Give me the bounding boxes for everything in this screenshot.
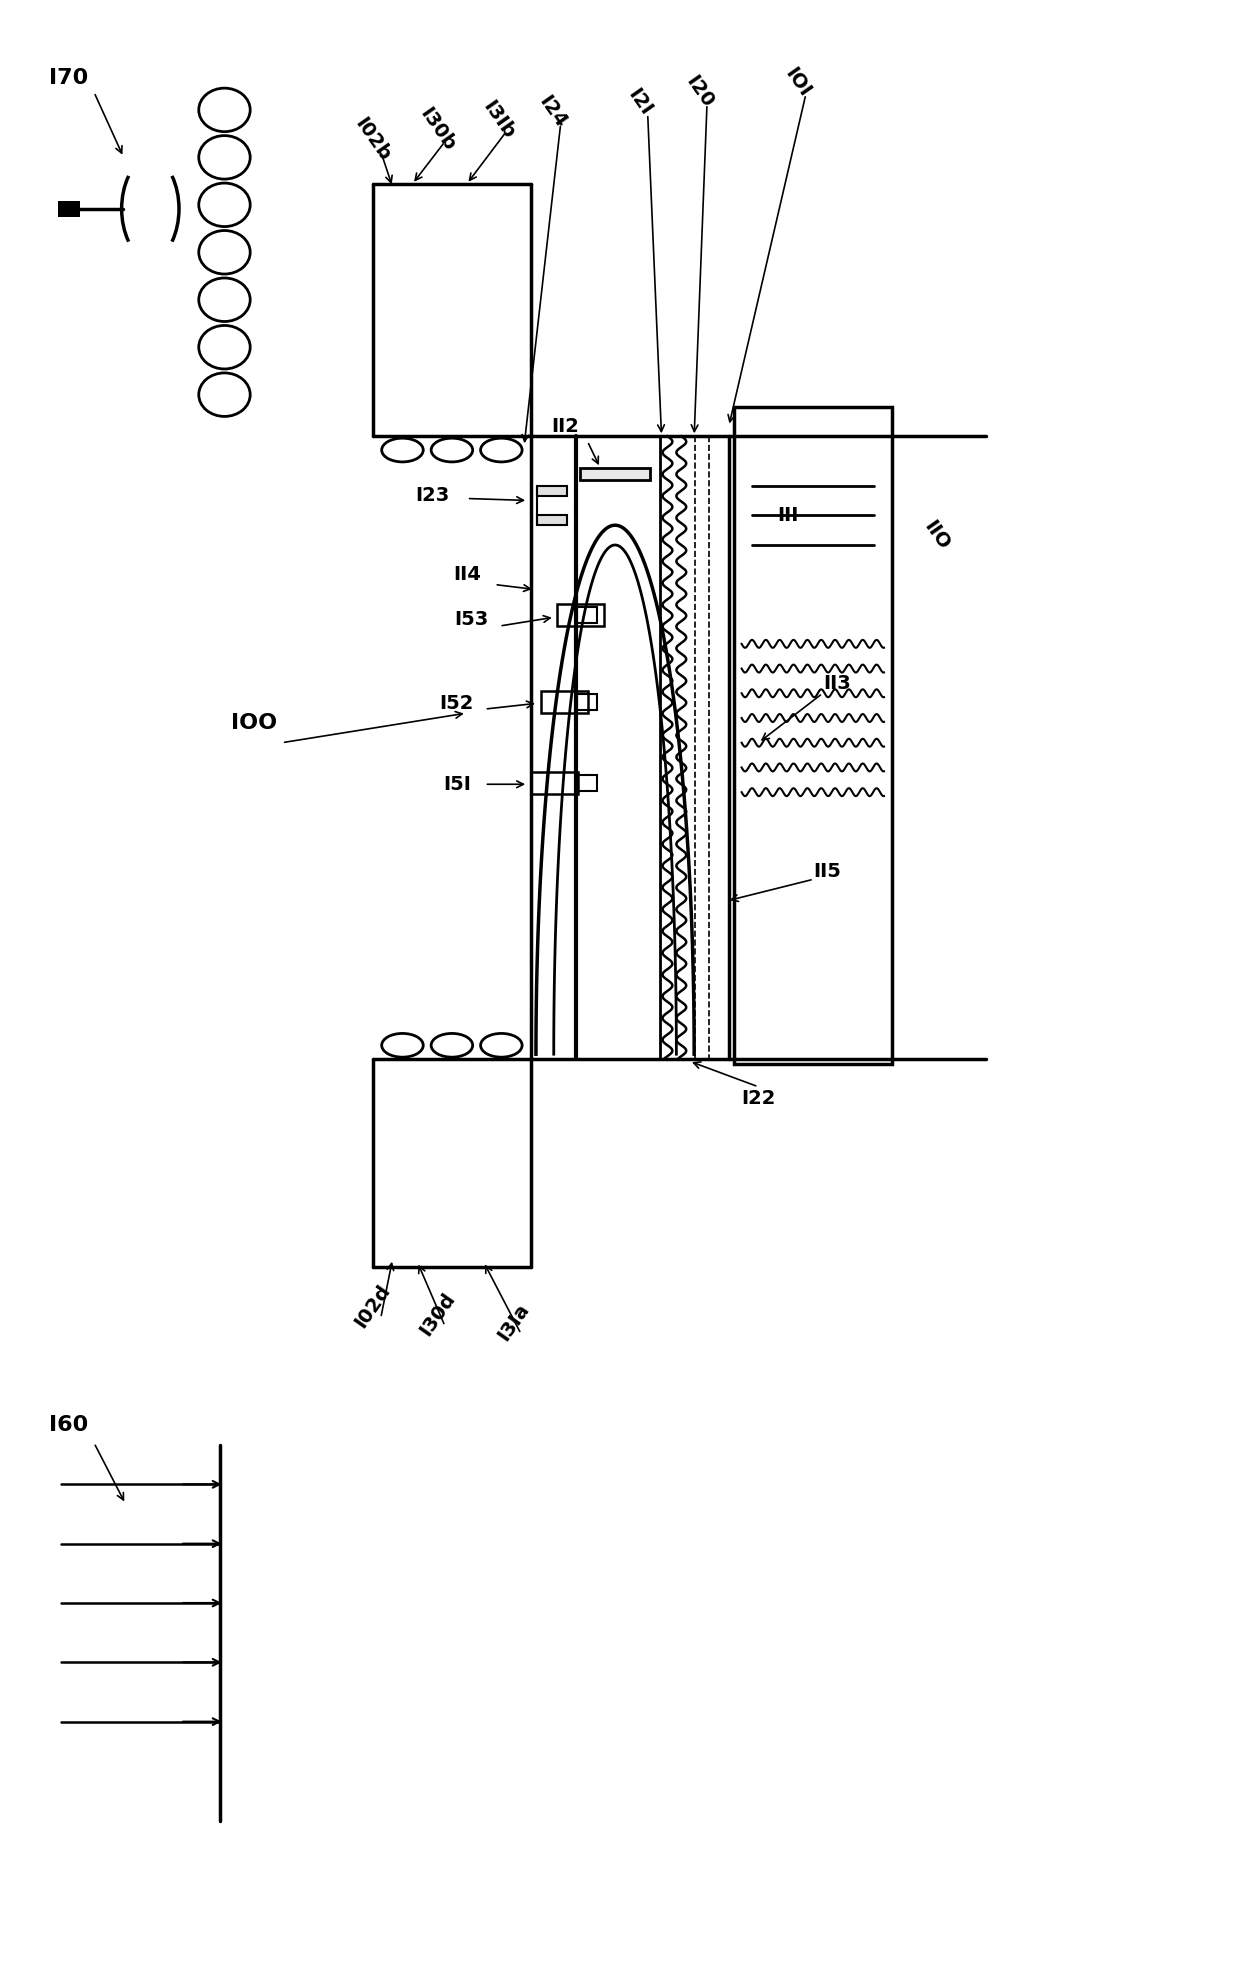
Text: II3: II3	[823, 675, 852, 692]
Text: I2I: I2I	[624, 85, 656, 118]
Text: I70: I70	[48, 69, 88, 89]
Bar	[734, 407, 892, 1064]
Text: I52: I52	[440, 694, 474, 712]
Text: IOO: IOO	[231, 712, 278, 734]
Text: II4: II4	[453, 565, 481, 584]
Bar	[531, 773, 579, 795]
Text: I30b: I30b	[415, 104, 459, 155]
Bar	[58, 201, 81, 216]
Text: I60: I60	[48, 1414, 88, 1436]
Text: I3Ib: I3Ib	[479, 96, 518, 142]
Text: I30d: I30d	[415, 1288, 459, 1340]
Bar	[580, 468, 650, 480]
Text: I5I: I5I	[443, 775, 471, 795]
Bar	[537, 486, 567, 496]
Bar	[557, 604, 604, 626]
Text: IIO: IIO	[920, 517, 954, 553]
Text: I02b: I02b	[351, 114, 394, 165]
Text: III: III	[777, 506, 799, 525]
Text: I23: I23	[415, 486, 449, 506]
Text: IOI: IOI	[781, 65, 815, 100]
Bar	[578, 608, 598, 624]
Bar	[537, 515, 567, 525]
Text: I22: I22	[742, 1090, 775, 1107]
Text: I20: I20	[682, 73, 717, 112]
Bar	[541, 690, 588, 714]
Text: I3Ia: I3Ia	[494, 1300, 533, 1343]
Text: II2: II2	[552, 417, 579, 437]
Text: II5: II5	[813, 862, 842, 881]
Text: I24: I24	[536, 92, 570, 132]
Bar	[578, 775, 598, 791]
Text: I53: I53	[455, 610, 489, 629]
Text: I02d: I02d	[351, 1281, 394, 1332]
Bar	[578, 694, 598, 710]
